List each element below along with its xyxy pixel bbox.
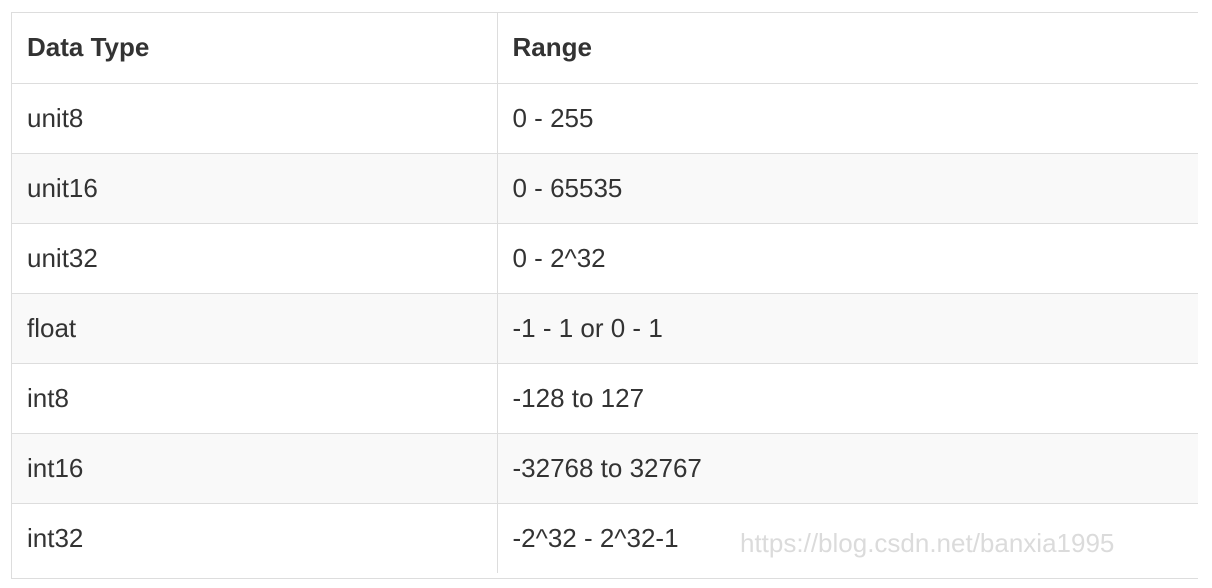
table-header-row: Data Type Range [12, 13, 1198, 84]
table-row: unit8 0 - 255 [12, 83, 1198, 154]
table-row: int8 -128 to 127 [12, 363, 1198, 434]
header-range: Range [497, 13, 1198, 84]
watermark-url: https://blog.csdn.net/banxia1995 [740, 528, 1115, 558]
data-type-table: Data Type Range unit8 0 - 255 unit16 0 -… [12, 13, 1198, 573]
cell-range: 0 - 255 [497, 83, 1198, 154]
cell-range: -128 to 127 [497, 363, 1198, 434]
table-row: int16 -32768 to 32767 [12, 433, 1198, 504]
cell-data-type: int32 [12, 503, 498, 573]
header-data-type: Data Type [12, 13, 498, 84]
data-type-table-container: Data Type Range unit8 0 - 255 unit16 0 -… [11, 12, 1198, 579]
cell-range: -1 - 1 or 0 - 1 [497, 293, 1198, 364]
table-row: int32 -2^32 - 2^32-1 [12, 503, 1198, 573]
cell-data-type: int16 [12, 433, 498, 504]
cell-data-type: unit32 [12, 223, 498, 294]
table-row: float -1 - 1 or 0 - 1 [12, 293, 1198, 364]
cell-range: -2^32 - 2^32-1 [497, 503, 1198, 573]
cell-data-type: unit8 [12, 83, 498, 154]
cell-data-type: int8 [12, 363, 498, 434]
cell-range: 0 - 2^32 [497, 223, 1198, 294]
table-row: unit16 0 - 65535 [12, 153, 1198, 224]
cell-data-type: unit16 [12, 153, 498, 224]
table-row: unit32 0 - 2^32 [12, 223, 1198, 294]
cell-range: -32768 to 32767 [497, 433, 1198, 504]
cell-data-type: float [12, 293, 498, 364]
cell-range: 0 - 65535 [497, 153, 1198, 224]
